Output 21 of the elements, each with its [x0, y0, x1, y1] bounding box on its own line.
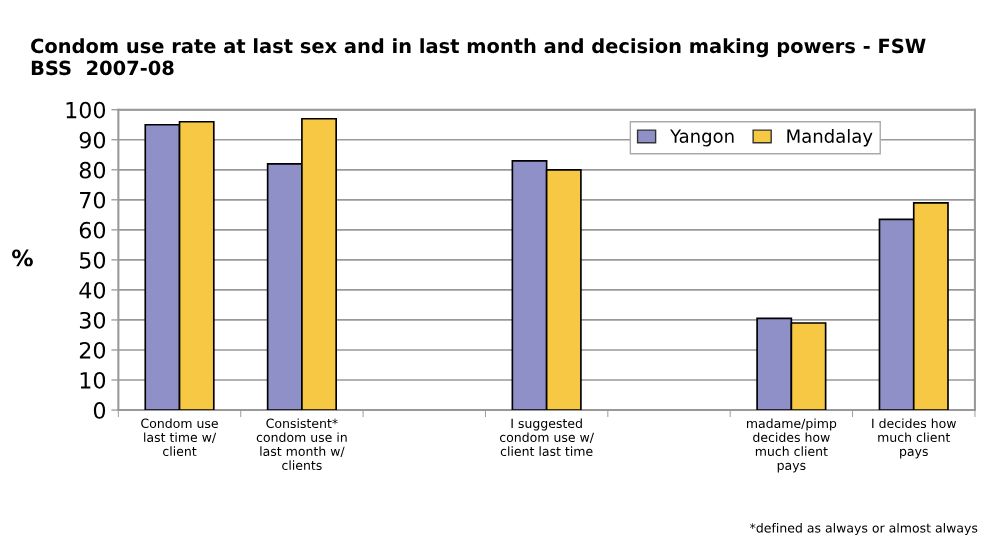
- x-tick-label: madame/pimp decides how much client pays: [746, 418, 837, 473]
- y-tick-label: 30: [79, 311, 106, 329]
- x-tick-label: Consistent* condom use in last month w/ clients: [256, 418, 347, 471]
- y-tick-label: 0: [93, 402, 106, 419]
- legend-label: Mandalay: [787, 129, 873, 147]
- y-tick-label: 40: [79, 281, 106, 299]
- x-tick-label: I suggested condom use w/ client last time: [499, 418, 594, 457]
- y-tick-label: 80: [79, 161, 106, 179]
- x-tick-label: I decides how much client pays: [872, 418, 956, 459]
- y-tick-label: 60: [79, 221, 106, 239]
- y-tick-label: 100: [66, 101, 106, 119]
- chart-title: Condom use rate at last sex and in last month and decision making powers - FSW BSS 2007-08: [31, 38, 926, 76]
- y-tick-label: 50: [79, 251, 106, 269]
- y-tick-label: 10: [80, 371, 106, 389]
- y-tick-label: 70: [80, 191, 106, 209]
- x-tick-label: Condom use last time w/ client: [141, 418, 218, 457]
- y-axis-title: %: [12, 249, 33, 267]
- legend-label: Yangon: [670, 129, 734, 147]
- y-tick-label: 90: [79, 131, 106, 149]
- y-tick-label: 20: [79, 341, 106, 359]
- text: *defined as always or almost always: [749, 522, 978, 536]
